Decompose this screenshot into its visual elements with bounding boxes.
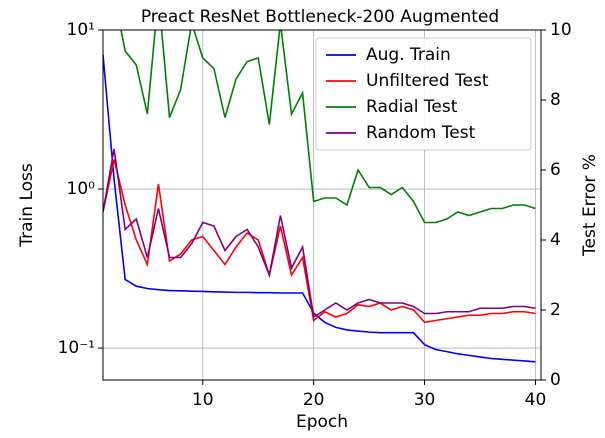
series-line [103,159,536,324]
y2-tick-label: 10 [550,20,572,40]
x-tick-label: 10 [192,390,214,410]
y2-tick-label: 4 [550,230,561,250]
y-tick-label: 10⁰ [67,179,96,199]
legend-label: Unfiltered Test [366,71,489,91]
series-line [103,148,536,319]
y2-tick-label: 0 [550,370,561,390]
y2-tick-label: 2 [550,300,561,320]
y2-axis-label: Test Error % [580,154,600,257]
y2-tick-label: 8 [550,90,561,110]
series-line [103,54,536,363]
y2-tick-label: 6 [550,160,561,180]
y-tick-label: 10¹ [67,20,95,40]
legend-label: Random Test [366,123,476,143]
legend-box [315,37,532,151]
x-axis-label: Epoch [296,412,348,432]
x-tick-label: 20 [303,390,325,410]
plot-lines [103,30,536,363]
chart-title: Preact ResNet Bottleneck-200 Augmented [141,7,499,27]
x-tick-label: 40 [525,390,547,410]
y-tick-label: 10⁻¹ [58,338,95,358]
legend-label: Aug. Train [366,45,451,65]
legend-label: Radial Test [366,97,458,117]
y-axis-label: Train Loss [17,163,37,248]
series-line [120,30,536,224]
x-tick-label: 30 [414,390,436,410]
plot-frame [102,29,542,381]
